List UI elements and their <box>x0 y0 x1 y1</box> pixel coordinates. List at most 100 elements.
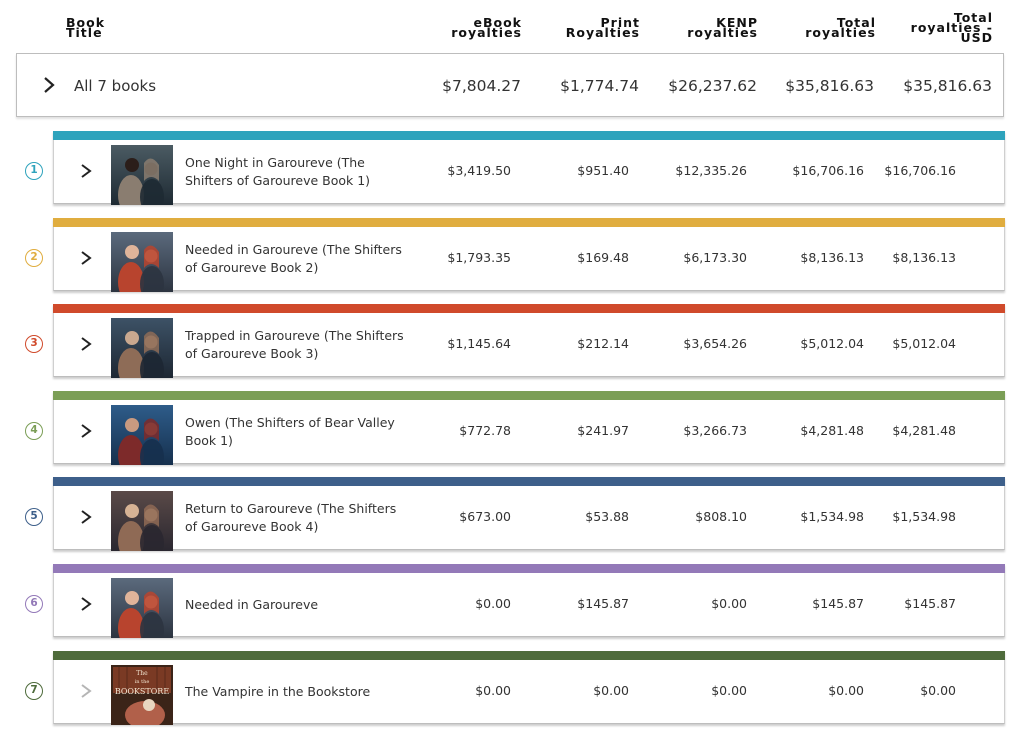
chevron-right-icon[interactable] <box>79 336 93 352</box>
chevron-right-icon[interactable] <box>79 250 93 266</box>
book-row[interactable]: The in the BOOKSTORE The Vampire in the Boo… <box>53 651 1005 725</box>
header-total-royalties-usd[interactable]: Total royalties - USD <box>910 10 993 45</box>
book-color-bar <box>53 564 1005 573</box>
book-color-bar <box>53 651 1005 660</box>
rank-badge: 1 <box>25 162 43 180</box>
book-color-bar <box>53 304 1005 313</box>
cover-art <box>111 232 173 292</box>
total-usd-value: $145.87 <box>904 596 956 611</box>
header-total-royalties[interactable]: Total royalties <box>805 15 876 40</box>
summary-kenp-value: $26,237.62 <box>668 77 757 95</box>
book-color-bar <box>53 218 1005 227</box>
cover-text-middle: in the <box>135 679 150 685</box>
rank-badge: 3 <box>25 335 43 353</box>
book-cover-image[interactable] <box>111 232 173 292</box>
cover-art <box>111 578 173 638</box>
book-title[interactable]: One Night in Garoureve (The Shifters of … <box>185 155 371 188</box>
rank-badge: 6 <box>25 595 43 613</box>
ebook-value: $3,419.50 <box>447 163 511 178</box>
book-title[interactable]: The Vampire in the Bookstore <box>185 684 371 699</box>
cover-text-bottom: BOOKSTORE <box>115 687 170 696</box>
kenp-value: $3,654.26 <box>683 336 747 351</box>
chevron-right-icon[interactable] <box>79 596 93 612</box>
total-usd-value: $0.00 <box>920 683 956 698</box>
total-value: $0.00 <box>828 683 864 698</box>
kenp-value: $0.00 <box>711 683 747 698</box>
summary-label: All 7 books <box>74 77 157 95</box>
total-usd-value: $8,136.13 <box>892 250 956 265</box>
book-title[interactable]: Trapped in Garoureve (The Shifters of Ga… <box>185 328 404 361</box>
book-color-bar <box>53 391 1005 400</box>
ebook-value: $772.78 <box>459 423 511 438</box>
book-cover-image[interactable]: The in the BOOKSTORE <box>111 665 173 725</box>
chevron-right-icon[interactable] <box>79 683 93 699</box>
kenp-value: $808.10 <box>695 509 747 524</box>
summary-total-usd-value: $35,816.63 <box>903 77 992 95</box>
summary-print-value: $1,774.74 <box>560 77 639 95</box>
book-title[interactable]: Needed in Garoureve (The Shifters of Gar… <box>185 242 402 275</box>
all-books-summary-row[interactable]: All 7 books $7,804.27 $1,774.74 $26,237.… <box>16 53 1004 117</box>
book-cover-image[interactable] <box>111 578 173 638</box>
summary-total-value: $35,816.63 <box>785 77 874 95</box>
book-row[interactable]: One Night in Garoureve (The Shifters of … <box>53 131 1005 205</box>
print-value: $951.40 <box>577 163 629 178</box>
book-title[interactable]: Needed in Garoureve <box>185 597 319 612</box>
total-usd-value: $1,534.98 <box>892 509 956 524</box>
cover-art <box>111 145 173 205</box>
chevron-right-icon[interactable] <box>79 423 93 439</box>
rank-badge: 5 <box>25 508 43 526</box>
print-value: $145.87 <box>577 596 629 611</box>
ebook-value: $1,145.64 <box>447 336 511 351</box>
header-book-title[interactable]: Book Title <box>66 15 106 40</box>
cover-art <box>111 491 173 551</box>
kenp-value: $0.00 <box>711 596 747 611</box>
print-value: $241.97 <box>577 423 629 438</box>
rank-badge: 2 <box>25 249 43 267</box>
bookstore-cover-art: The in the BOOKSTORE <box>111 665 173 725</box>
book-cover-image[interactable] <box>111 318 173 378</box>
kenp-value: $3,266.73 <box>683 423 747 438</box>
header-print-royalties[interactable]: Print Royalties <box>565 15 640 40</box>
book-cover-image[interactable] <box>111 145 173 205</box>
ebook-value: $0.00 <box>475 596 511 611</box>
total-value: $4,281.48 <box>800 423 864 438</box>
cover-art <box>111 318 173 378</box>
header-kenp-royalties[interactable]: KENP royalties <box>687 15 758 40</box>
chevron-right-icon[interactable] <box>79 509 93 525</box>
print-value: $53.88 <box>585 509 629 524</box>
total-value: $145.87 <box>812 596 864 611</box>
total-value: $8,136.13 <box>800 250 864 265</box>
kenp-value: $12,335.26 <box>675 163 747 178</box>
ebook-value: $673.00 <box>459 509 511 524</box>
kenp-value: $6,173.30 <box>683 250 747 265</box>
ebook-value: $1,793.35 <box>447 250 511 265</box>
book-color-bar <box>53 477 1005 486</box>
header-ebook-royalties[interactable]: eBook royalties <box>451 15 522 40</box>
book-row[interactable]: Owen (The Shifters of Bear Valley Book 1… <box>53 391 1005 465</box>
book-color-bar <box>53 131 1005 140</box>
book-row[interactable]: Trapped in Garoureve (The Shifters of Ga… <box>53 304 1005 378</box>
summary-ebook-value: $7,804.27 <box>442 77 521 95</box>
chevron-right-icon[interactable] <box>41 76 57 94</box>
book-title[interactable]: Return to Garoureve (The Shifters of Gar… <box>185 501 397 534</box>
cover-text-top: The <box>136 670 148 677</box>
chevron-right-icon[interactable] <box>79 163 93 179</box>
ebook-value: $0.00 <box>475 683 511 698</box>
book-row[interactable]: Needed in Garoureve (The Shifters of Gar… <box>53 218 1005 292</box>
total-usd-value: $4,281.48 <box>892 423 956 438</box>
column-header: Book Title eBook royalties Print Royalti… <box>0 0 1024 50</box>
total-value: $5,012.04 <box>800 336 864 351</box>
print-value: $169.48 <box>577 250 629 265</box>
book-row[interactable]: Needed in Garoureve $0.00 $145.87 $0.00 $145… <box>53 564 1005 638</box>
total-usd-value: $5,012.04 <box>892 336 956 351</box>
print-value: $212.14 <box>577 336 629 351</box>
total-value: $1,534.98 <box>800 509 864 524</box>
rank-badge: 7 <box>25 682 43 700</box>
book-cover-image[interactable] <box>111 405 173 465</box>
cover-art <box>111 405 173 465</box>
total-value: $16,706.16 <box>792 163 864 178</box>
book-row[interactable]: Return to Garoureve (The Shifters of Gar… <box>53 477 1005 551</box>
print-value: $0.00 <box>593 683 629 698</box>
book-title[interactable]: Owen (The Shifters of Bear Valley Book 1… <box>185 415 395 448</box>
book-cover-image[interactable] <box>111 491 173 551</box>
